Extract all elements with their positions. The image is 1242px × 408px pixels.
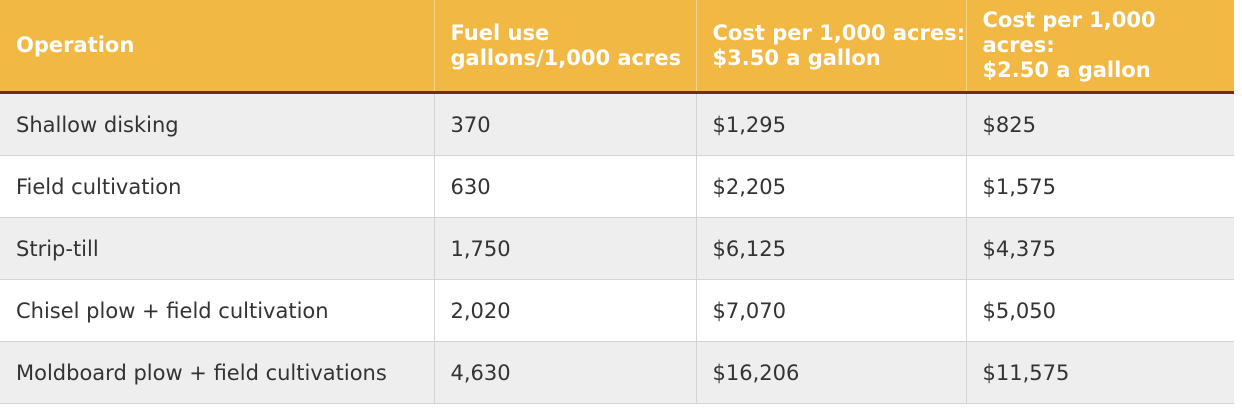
cell-cost-250: $5,050	[965, 279, 1234, 342]
cell-fuel-use: 370	[433, 92, 696, 156]
table-header: Operation Fuel use gallons/1,000 acres C…	[0, 0, 1234, 94]
cell-cost-250: $825	[965, 92, 1234, 156]
cell-operation: Moldboard plow + field cultivations	[0, 341, 434, 404]
cell-cost-250: $4,375	[965, 217, 1234, 280]
cell-fuel-use: 630	[433, 155, 696, 218]
table-row: Moldboard plow + field cultivations 4,63…	[0, 341, 1234, 404]
header-cost-350-line-2: $3.50 a gallon	[712, 45, 881, 70]
header-fuel-use: Fuel use gallons/1,000 acres	[433, 0, 696, 94]
header-cost-250-line-2: $2.50 a gallon	[982, 58, 1151, 82]
header-cost-350-line-1: Cost per 1,000 acres:	[712, 20, 965, 45]
cell-cost-250: $11,575	[965, 341, 1234, 404]
table-row: Field cultivation 630 $2,205 $1,575	[0, 155, 1234, 218]
cell-fuel-use: 2,020	[433, 279, 696, 342]
header-operation-line-1: Operation	[16, 33, 135, 57]
table-row: Chisel plow + field cultivation 2,020 $7…	[0, 279, 1234, 342]
cell-cost-350: $2,205	[695, 155, 966, 218]
cell-fuel-use: 4,630	[433, 341, 696, 404]
cell-cost-350: $16,206	[695, 341, 966, 404]
table-row: Shallow disking 370 $1,295 $825	[0, 92, 1234, 156]
table-row: Strip-till 1,750 $6,125 $4,375	[0, 217, 1234, 280]
header-row: Operation Fuel use gallons/1,000 acres C…	[0, 0, 1234, 94]
cell-operation: Strip-till	[0, 217, 434, 280]
table-body: Shallow disking 370 $1,295 $825 Field cu…	[0, 92, 1234, 404]
cell-cost-350: $7,070	[695, 279, 966, 342]
cell-cost-250: $1,575	[965, 155, 1234, 218]
cell-operation: Shallow disking	[0, 92, 434, 156]
cell-operation: Field cultivation	[0, 155, 434, 218]
header-fuel-use-line-2: gallons/1,000 acres	[450, 45, 682, 70]
cell-cost-350: $1,295	[695, 92, 966, 156]
header-cost-250-line-1: Cost per 1,000 acres:	[982, 8, 1156, 57]
cell-operation: Chisel plow + field cultivation	[0, 279, 434, 342]
cell-fuel-use: 1,750	[433, 217, 696, 280]
header-operation: Operation	[0, 0, 434, 94]
cell-cost-350: $6,125	[695, 217, 966, 280]
header-cost-350: Cost per 1,000 acres: $3.50 a gallon	[695, 0, 966, 94]
header-fuel-use-line-1: Fuel use	[450, 20, 550, 45]
header-cost-250: Cost per 1,000 acres: $2.50 a gallon	[965, 0, 1234, 94]
